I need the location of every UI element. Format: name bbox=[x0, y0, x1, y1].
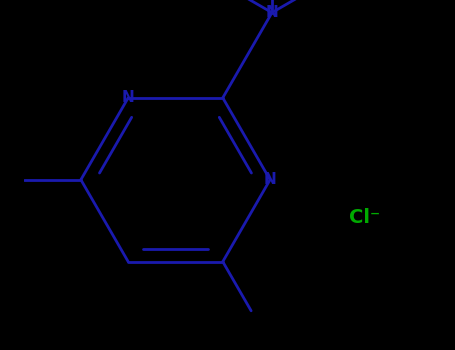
Text: Cl⁻: Cl⁻ bbox=[349, 208, 380, 227]
Text: N: N bbox=[264, 172, 277, 187]
Text: N: N bbox=[122, 90, 135, 105]
Text: N: N bbox=[266, 5, 278, 20]
